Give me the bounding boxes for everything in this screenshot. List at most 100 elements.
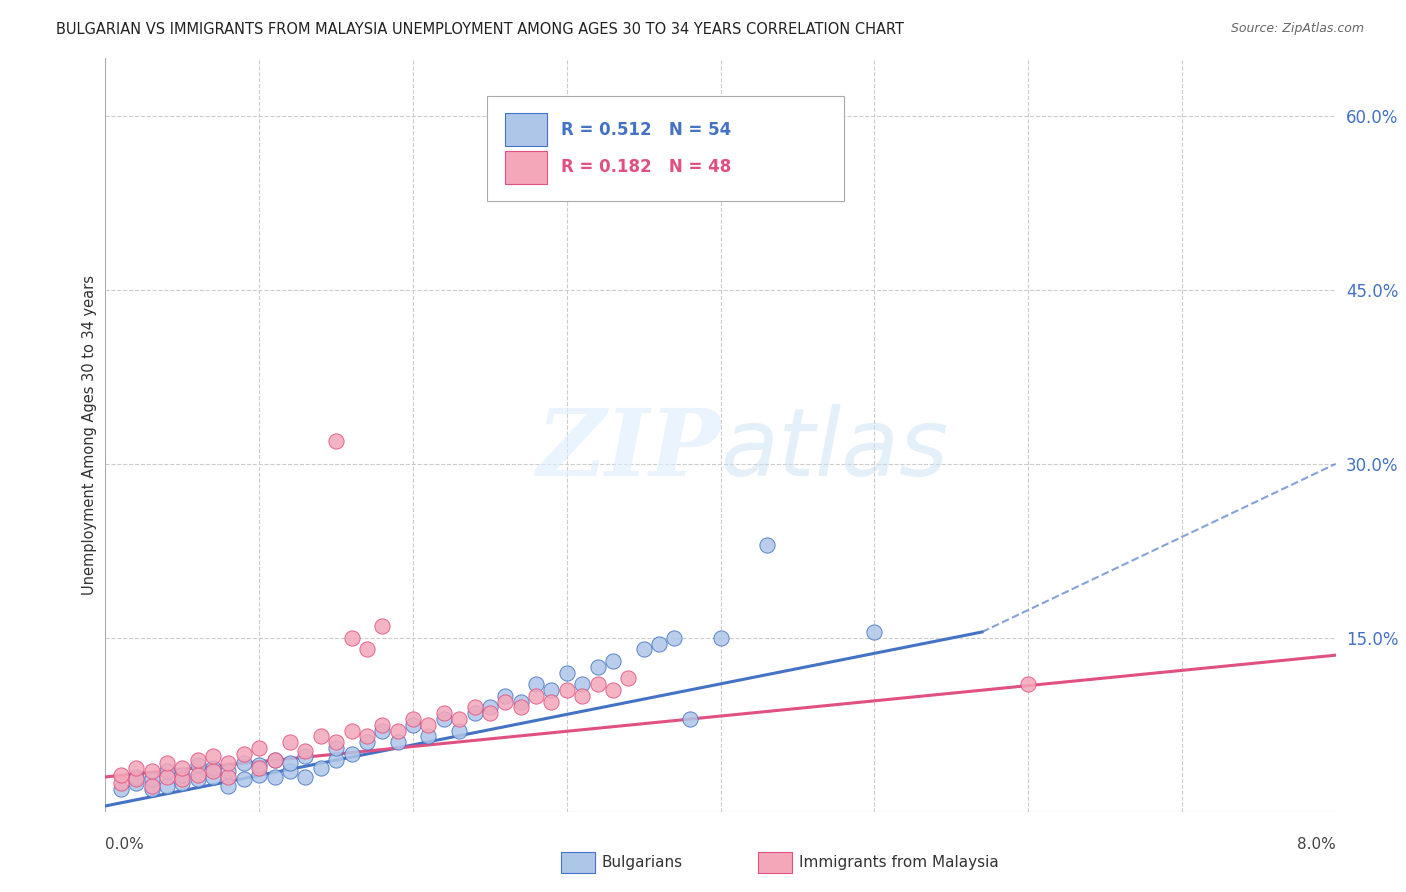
Point (449, 712, 471, 726)
Point (187, 753, 209, 767)
Point (125, 775, 148, 790)
Point (340, 723, 363, 738)
Point (141, 764, 163, 778)
Point (110, 781, 132, 796)
Point (232, 756, 254, 770)
Point (309, 761, 332, 775)
Point (325, 753, 347, 767)
Point (263, 753, 285, 767)
Point (387, 735, 409, 749)
Point (125, 761, 148, 775)
Point (141, 779, 163, 793)
Y-axis label: Unemployment Among Ages 30 to 34 years: Unemployment Among Ages 30 to 34 years (82, 275, 97, 595)
Point (218, 756, 240, 770)
Point (571, 689, 593, 703)
Point (340, 747, 363, 761)
Point (710, 631, 733, 645)
Point (524, 689, 547, 703)
Point (294, 770, 316, 784)
Point (202, 749, 225, 764)
Point (110, 767, 132, 781)
Point (187, 772, 209, 787)
Point (602, 654, 624, 668)
Point (586, 677, 609, 691)
Point (555, 683, 578, 698)
Point (309, 730, 332, 744)
Point (247, 767, 270, 781)
Point (509, 694, 531, 708)
Point (540, 683, 562, 698)
Point (172, 772, 194, 787)
FancyBboxPatch shape (505, 151, 547, 184)
Text: Source: ZipAtlas.com: Source: ZipAtlas.com (1230, 22, 1364, 36)
Point (755, 538, 778, 552)
Point (464, 706, 486, 721)
Point (586, 660, 609, 674)
Point (863, 624, 886, 639)
Text: atlas: atlas (721, 404, 949, 495)
Point (278, 756, 301, 770)
Point (387, 723, 409, 738)
Point (278, 735, 301, 749)
Point (325, 735, 347, 749)
Point (156, 770, 179, 784)
Point (187, 767, 209, 781)
Text: 0.0%: 0.0% (105, 837, 145, 852)
Point (449, 723, 471, 738)
Point (294, 749, 316, 764)
Text: ZIP: ZIP (536, 405, 721, 495)
Point (402, 712, 425, 726)
Point (478, 706, 501, 721)
Point (494, 689, 516, 703)
Point (356, 735, 378, 749)
Point (371, 619, 394, 633)
Point (633, 642, 655, 657)
Point (232, 772, 254, 787)
Point (247, 740, 270, 755)
Text: Immigrants from Malaysia: Immigrants from Malaysia (799, 855, 998, 870)
Point (218, 779, 240, 793)
Point (356, 642, 378, 657)
Point (648, 167, 671, 181)
Point (218, 764, 240, 778)
Point (110, 775, 132, 790)
Point (202, 761, 225, 775)
Point (141, 781, 163, 796)
Point (172, 775, 194, 790)
Point (156, 756, 179, 770)
Point (278, 764, 301, 778)
Point (464, 700, 486, 714)
Point (617, 671, 640, 685)
Point (172, 767, 194, 781)
Point (263, 770, 285, 784)
Point (555, 665, 578, 680)
Point (524, 677, 547, 691)
Point (232, 747, 254, 761)
Text: R = 0.512   N = 54: R = 0.512 N = 54 (561, 120, 731, 138)
Point (218, 770, 240, 784)
FancyBboxPatch shape (486, 95, 844, 202)
Point (356, 730, 378, 744)
Point (371, 723, 394, 738)
Point (340, 631, 363, 645)
Point (433, 706, 456, 721)
Point (156, 764, 179, 778)
Point (648, 637, 671, 651)
Point (1017, 677, 1039, 691)
Point (187, 758, 209, 772)
Point (294, 744, 316, 758)
Point (418, 730, 440, 744)
Point (263, 753, 285, 767)
Point (478, 700, 501, 714)
Point (325, 434, 347, 448)
Point (247, 758, 270, 772)
Point (402, 717, 425, 731)
Point (247, 761, 270, 775)
Point (141, 772, 163, 787)
Point (125, 770, 148, 784)
Text: R = 0.182   N = 48: R = 0.182 N = 48 (561, 158, 731, 177)
Point (156, 779, 179, 793)
Point (509, 700, 531, 714)
Text: BULGARIAN VS IMMIGRANTS FROM MALAYSIA UNEMPLOYMENT AMONG AGES 30 TO 34 YEARS COR: BULGARIAN VS IMMIGRANTS FROM MALAYSIA UN… (56, 22, 904, 37)
FancyBboxPatch shape (505, 113, 547, 146)
